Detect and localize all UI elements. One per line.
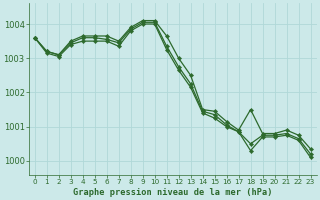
X-axis label: Graphe pression niveau de la mer (hPa): Graphe pression niveau de la mer (hPa): [73, 188, 272, 197]
